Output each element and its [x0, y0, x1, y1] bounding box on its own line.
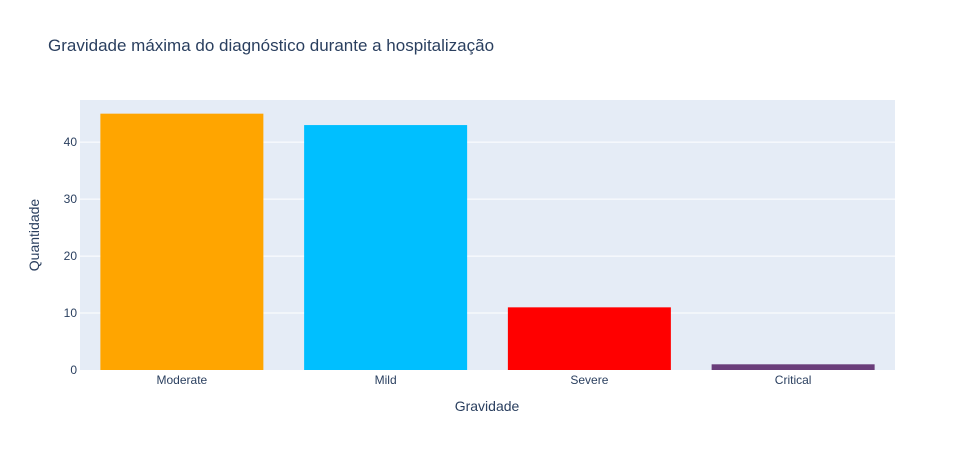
x-tick-label: Moderate	[157, 373, 208, 387]
y-tick-labels: 0 10 20 30 40	[64, 135, 78, 377]
y-tick-label: 10	[64, 306, 78, 320]
x-tick-label: Mild	[375, 373, 397, 387]
y-tick-label: 30	[64, 192, 78, 206]
x-tick-label: Severe	[570, 373, 608, 387]
y-tick-label: 0	[70, 363, 77, 377]
x-tick-label: Critical	[775, 373, 812, 387]
y-tick-label: 20	[64, 249, 78, 263]
x-tick-labels: Moderate Mild Severe Critical	[157, 373, 812, 387]
bars	[100, 113, 875, 370]
bar-moderate[interactable]	[100, 113, 264, 370]
y-axis-title: Quantidade	[26, 199, 42, 272]
chart-title: Gravidade máxima do diagnóstico durante …	[48, 36, 494, 55]
bar-critical[interactable]	[711, 364, 875, 370]
bar-severe[interactable]	[507, 307, 671, 370]
bar-mild[interactable]	[304, 125, 468, 370]
y-tick-label: 40	[64, 135, 78, 149]
x-axis-title: Gravidade	[455, 398, 520, 414]
